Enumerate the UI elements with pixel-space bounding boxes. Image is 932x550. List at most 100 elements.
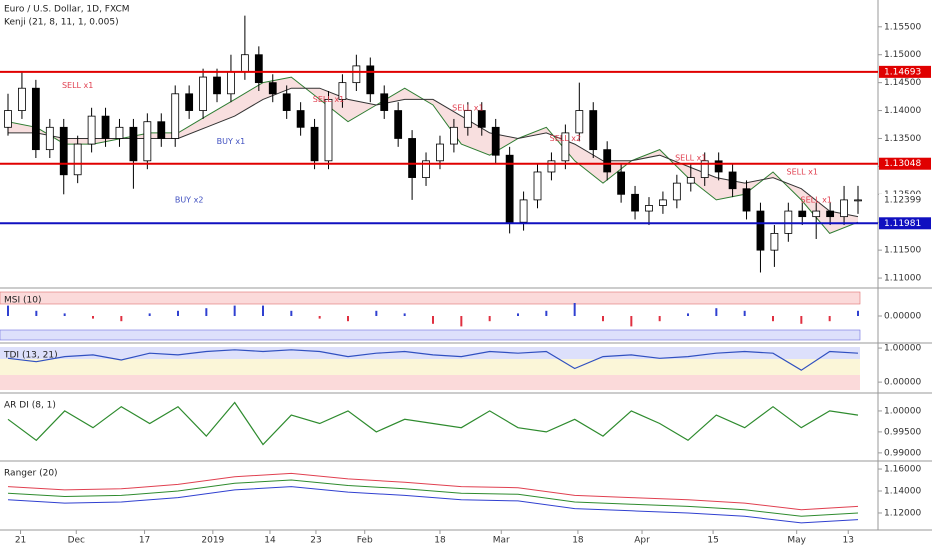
- x-tick-label: 18: [434, 536, 446, 546]
- level-label-box: [879, 157, 931, 170]
- y-tick-label: 1.14000: [884, 487, 921, 497]
- candle-body: [366, 65, 375, 95]
- pane-title: Ranger (20): [4, 469, 58, 479]
- candle-body: [547, 160, 556, 173]
- candle-body: [268, 82, 277, 95]
- signal-label: SELL x1: [313, 95, 344, 104]
- candle-body: [714, 160, 723, 173]
- x-tick-label: 23: [310, 536, 321, 546]
- candle-body: [18, 87, 26, 111]
- y-tick-label: 1.14500: [884, 78, 921, 88]
- candle-body: [101, 115, 110, 139]
- x-tick-label: 18: [572, 536, 584, 546]
- candle-body: [296, 110, 305, 128]
- signal-label: SELL x1: [800, 195, 831, 204]
- signal-label: BUY x2: [175, 195, 204, 204]
- candle-body: [756, 210, 765, 251]
- candle-body: [254, 54, 263, 84]
- signal-label: SELL x1: [62, 81, 93, 90]
- candle-body: [575, 110, 584, 134]
- candle-body: [477, 110, 486, 128]
- pane-title: Euro / U.S. Dollar, 1D, FXCM: [4, 5, 130, 15]
- candle-body: [686, 177, 695, 184]
- candle-body: [185, 93, 194, 111]
- x-tick-label: 17: [139, 536, 150, 546]
- y-tick-label: 0.00000: [884, 378, 921, 388]
- x-tick-label: 2019: [201, 536, 224, 546]
- candle-body: [519, 199, 528, 223]
- msi-upper-band: [0, 291, 861, 305]
- x-tick-label: 13: [843, 536, 854, 546]
- candle-body: [4, 110, 12, 128]
- level-label-box: [879, 65, 931, 78]
- candle-body: [728, 171, 737, 190]
- last-price-label: 1.12399: [884, 195, 921, 205]
- indicator-line: [7, 401, 859, 446]
- ranger-line: [7, 472, 859, 511]
- candle-body: [199, 76, 207, 111]
- y-tick-label: 0.99000: [884, 448, 921, 458]
- level-label-box: [879, 217, 931, 230]
- level-label: 1.14693: [884, 67, 921, 77]
- y-tick-label: 0.99500: [884, 427, 921, 437]
- pane-title: TDI (13, 21): [3, 351, 58, 361]
- candle-body: [603, 149, 612, 173]
- y-tick-label: 1.14000: [884, 106, 921, 116]
- candle-body: [45, 126, 54, 151]
- x-tick-label: 21: [15, 536, 26, 546]
- candle-body: [561, 132, 570, 162]
- ranger-line: [7, 486, 859, 524]
- indicator-line: [7, 349, 859, 371]
- candle-body: [631, 193, 639, 212]
- signal-label: SELL x2: [550, 134, 581, 143]
- y-tick-label: 1.11000: [884, 274, 921, 284]
- y-tick-label: 1.12000: [884, 508, 921, 518]
- candle-body: [171, 93, 180, 139]
- candle-body: [770, 232, 779, 251]
- candle-body: [645, 205, 653, 212]
- candle-body: [31, 87, 40, 151]
- signal-label: SELL x1: [787, 167, 818, 176]
- x-tick-label: May: [787, 536, 806, 546]
- candle-body: [840, 199, 848, 218]
- candle-body: [700, 160, 709, 178]
- level-label: 1.13048: [884, 159, 921, 169]
- pane-title: MSI (10): [4, 296, 41, 306]
- y-tick-label: 1.16000: [884, 465, 921, 475]
- indicator-label: Kenji (21, 8, 11, 1, 0.005): [4, 18, 119, 28]
- candle-body: [115, 126, 124, 139]
- candle-body: [227, 71, 235, 95]
- candle-body: [282, 93, 291, 111]
- candle-body: [157, 121, 166, 139]
- y-tick-label: 0.00000: [884, 312, 921, 322]
- candle-body: [324, 98, 333, 162]
- candle-body: [87, 115, 96, 145]
- kenji-cloud: [8, 77, 858, 234]
- x-tick-label: Feb: [357, 536, 373, 546]
- candle-body: [589, 110, 598, 151]
- candle-body: [143, 121, 152, 162]
- candle-body: [617, 171, 626, 195]
- candle-body: [129, 126, 138, 162]
- candle-body: [422, 160, 430, 178]
- candle-body: [659, 199, 667, 206]
- x-tick-label: Dec: [68, 536, 85, 546]
- candle-body: [672, 182, 681, 201]
- y-tick-label: 1.11500: [884, 246, 921, 256]
- candle-body: [213, 76, 221, 95]
- candle-body: [338, 82, 347, 100]
- candle-body: [784, 210, 793, 234]
- candle-body: [59, 126, 68, 176]
- y-tick-label: 1.15000: [884, 50, 921, 60]
- y-tick-label: 1.15500: [884, 22, 921, 32]
- y-tick-label: 1.00000: [884, 406, 921, 416]
- candle-body: [826, 210, 835, 218]
- msi-lower-band: [0, 329, 861, 341]
- x-tick-label: 14: [264, 536, 276, 546]
- candle-body: [491, 126, 500, 156]
- candle-body: [463, 110, 472, 128]
- candle-body: [533, 171, 542, 201]
- signal-label: SELL x1: [675, 154, 706, 163]
